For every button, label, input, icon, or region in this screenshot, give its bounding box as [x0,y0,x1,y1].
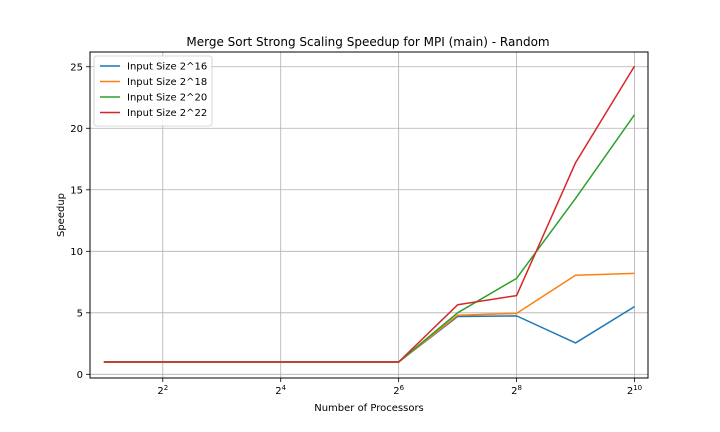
legend-label: Input Size 2^22 [127,108,207,119]
y-tick-label: 5 [77,308,83,319]
x-tick-label: 24 [275,384,286,397]
series-line-4 [103,65,636,363]
x-tick-label: 210 [627,384,642,397]
legend-box [93,55,213,127]
x-tick-label: 26 [393,384,404,397]
y-tick-label: 25 [70,62,83,73]
data-series [103,65,636,363]
legend: Input Size 2^16 Input Size 2^18 Input Size… [93,55,213,127]
x-tick-label: 22 [157,384,168,397]
grid-lines [90,52,648,378]
legend-label: Input Size 2^18 [127,77,207,88]
axis-ticks: 22 24 26 28 210 0 5 10 15 20 25 [70,62,642,397]
y-tick-label: 15 [70,185,83,196]
x-tick-label: 28 [511,384,522,397]
chart-title: Merge Sort Strong Scaling Speedup for MP… [186,35,549,49]
plot-frame [89,51,649,379]
y-tick-label: 20 [70,124,83,135]
y-tick-label: 10 [70,247,83,258]
y-tick-label: 0 [77,370,83,381]
legend-label: Input Size 2^20 [127,93,207,104]
x-axis-label: Number of Processors [314,403,424,414]
y-axis-label: Speedup [56,193,67,237]
legend-label: Input Size 2^16 [127,62,207,73]
